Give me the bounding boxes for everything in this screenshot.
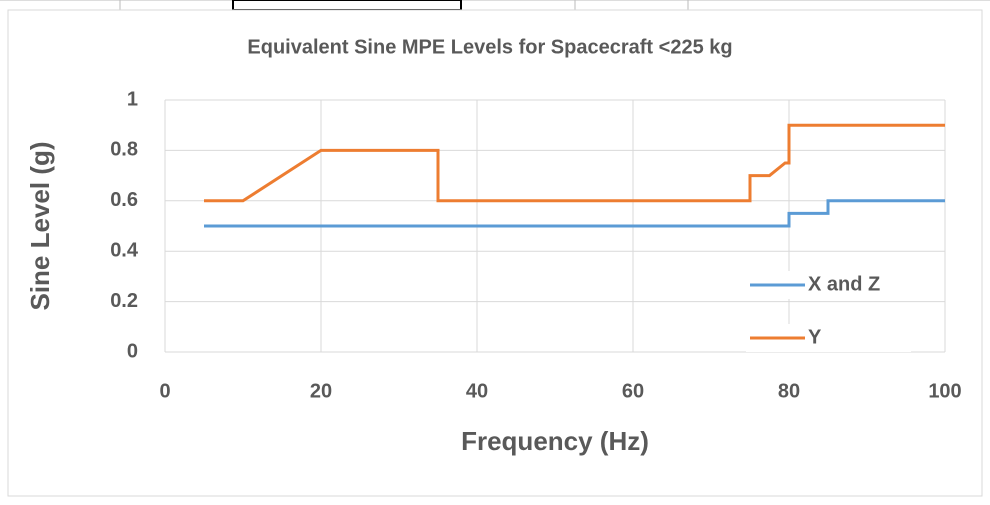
chart-title: Equivalent Sine MPE Levels for Spacecraf… [247, 36, 732, 58]
x-axis-title: Frequency (Hz) [461, 426, 649, 456]
chart-border [7, 9, 983, 497]
y-tick-label: 0.8 [110, 139, 138, 161]
y-tick-label: 0.2 [110, 290, 138, 312]
line-series [204, 199, 945, 228]
x-tick-label: 20 [310, 380, 332, 402]
x-tick-label: 0 [159, 380, 170, 402]
y-tick-label: 0.6 [110, 189, 138, 211]
y-tick-label: 0.4 [110, 239, 139, 261]
y-tick-label: 0 [127, 340, 138, 362]
legend-label: Y [808, 326, 822, 348]
x-tick-label: 40 [466, 380, 488, 402]
x-tick-label: 80 [778, 380, 800, 402]
x-tick-label: 100 [928, 380, 961, 402]
x-tick-label: 60 [622, 380, 644, 402]
table-cell [232, 0, 462, 11]
legend-label: X and Z [808, 273, 880, 295]
line-series [204, 123, 945, 203]
y-axis-title: Sine Level (g) [25, 141, 55, 310]
y-tick-label: 1 [127, 88, 138, 110]
